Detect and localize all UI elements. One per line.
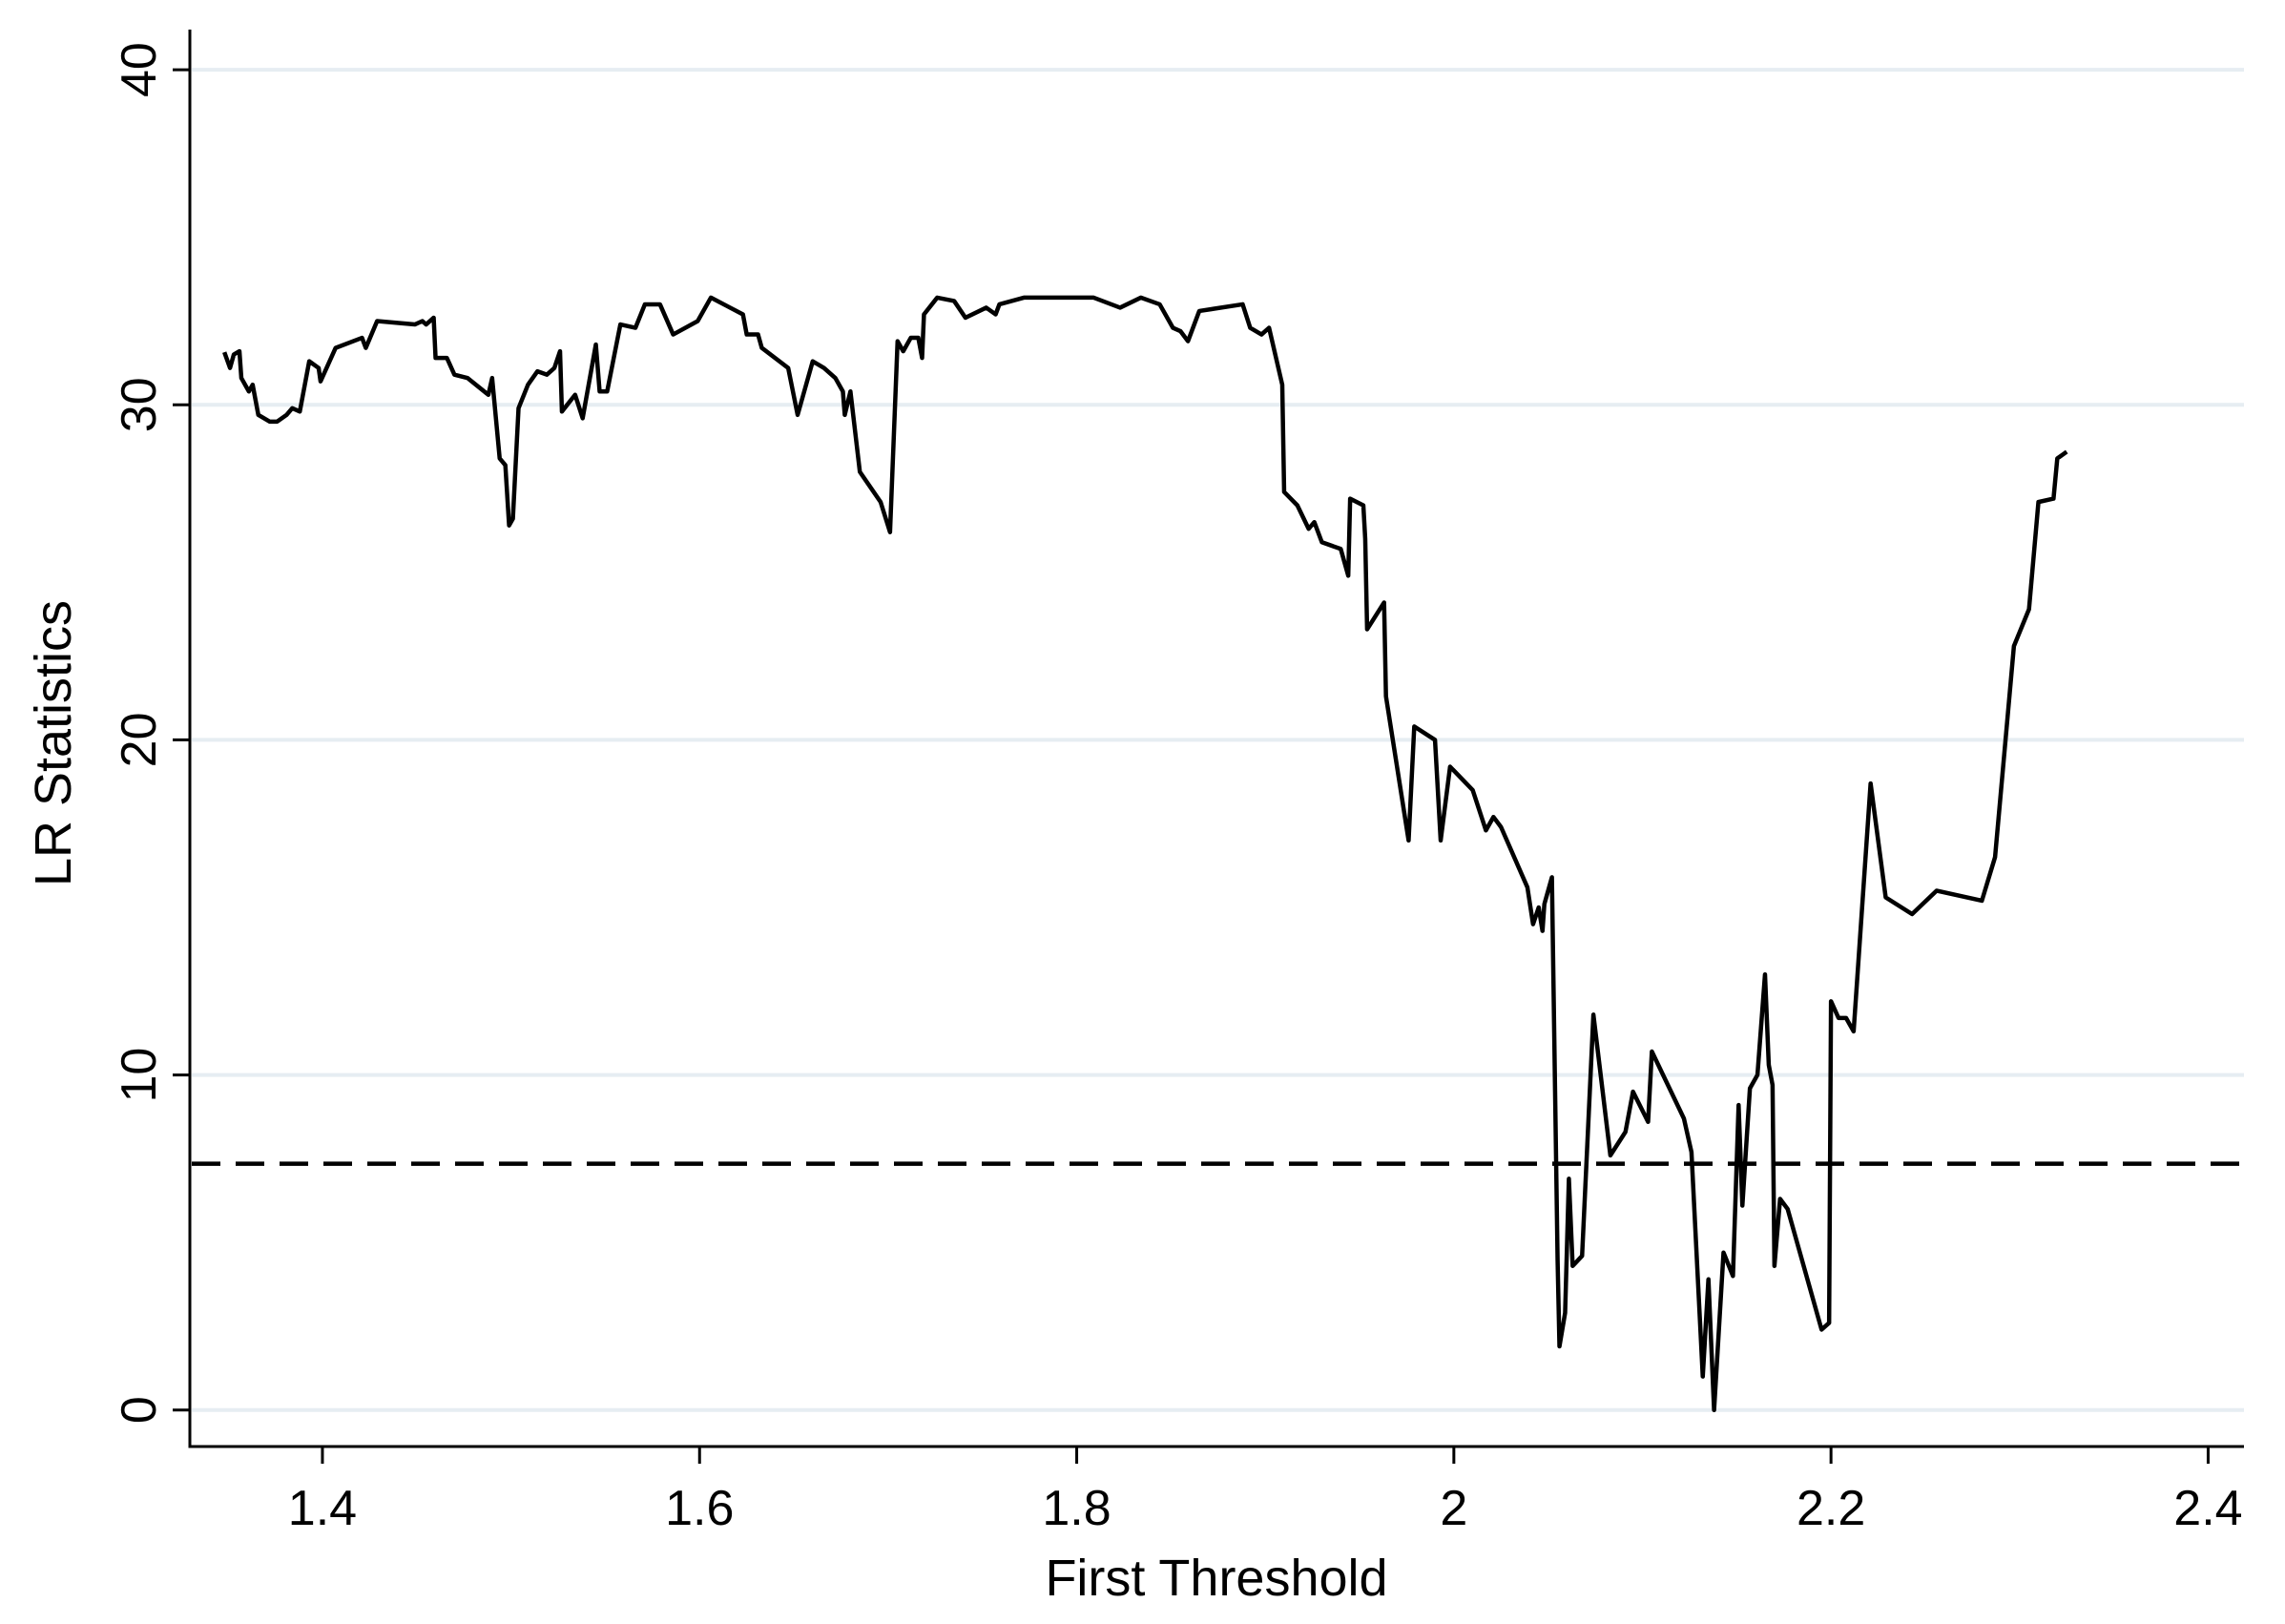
- x-axis-label: First Threshold: [1045, 1550, 1387, 1607]
- x-tick-label: 1.6: [665, 1481, 734, 1536]
- x-tick-label: 1.4: [288, 1481, 357, 1536]
- x-tick-label: 2.4: [2173, 1481, 2242, 1536]
- y-tick-label: 30: [112, 377, 167, 432]
- y-axis-label: LR Statistics: [25, 600, 82, 886]
- y-tick-label: 10: [112, 1048, 167, 1103]
- y-tick-label: 20: [112, 713, 167, 768]
- x-tick-label: 1.8: [1042, 1481, 1111, 1536]
- y-tick-label: 40: [112, 42, 167, 97]
- line-series: [222, 295, 2068, 1412]
- x-tick-label: 2: [1440, 1481, 1467, 1536]
- y-tick-label: 0: [112, 1396, 167, 1424]
- x-tick-label: 2.2: [1797, 1481, 1865, 1536]
